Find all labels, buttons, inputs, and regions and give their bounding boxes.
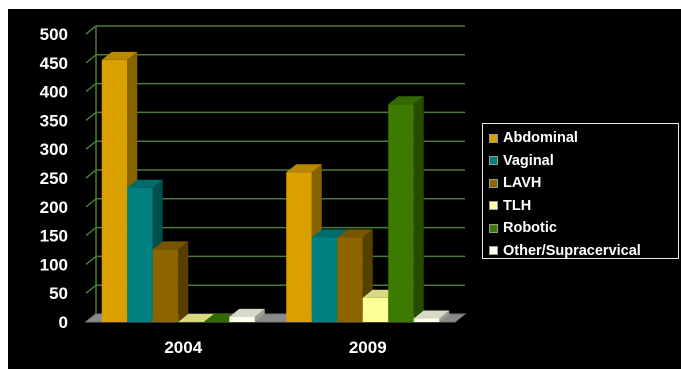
y-tick-label: 250 (40, 169, 68, 188)
y-tick-label: 150 (40, 227, 68, 246)
bar (229, 316, 255, 322)
bar-top (286, 164, 322, 173)
legend-label: Vaginal (503, 152, 554, 169)
legend-item: Abdominal (489, 127, 678, 150)
bar (337, 237, 363, 322)
bar-top (178, 314, 214, 322)
gridline-depth (85, 198, 97, 208)
y-tick-label: 200 (40, 198, 68, 217)
gridline-depth (85, 284, 97, 294)
bar (152, 249, 179, 322)
legend-label: TLH (503, 197, 532, 214)
bar-top (229, 308, 265, 317)
y-tick-label: 400 (40, 83, 68, 102)
legend: Abdominal Vaginal LAVH TLH Robotic Other/Supr… (482, 123, 679, 259)
legend-swatch (489, 133, 498, 143)
bar-side (254, 308, 265, 322)
gridline-depth (85, 54, 97, 64)
bar-top (311, 229, 348, 238)
legend-item: Other/Supracervical (489, 240, 678, 263)
chart-background: 0 50 100 150 200 250 300 350 400 450 500 2004 2009 A… (8, 9, 681, 369)
y-tick-label: 300 (40, 140, 68, 159)
bar-top (152, 241, 189, 250)
legend-item: Vaginal (489, 150, 678, 173)
bar (388, 104, 414, 322)
bar (286, 172, 312, 322)
legend-swatch (489, 178, 498, 188)
bar-side (178, 241, 189, 322)
legend-item: Robotic (489, 217, 678, 240)
y-tick-label: 100 (40, 255, 68, 274)
bar-top (413, 310, 450, 319)
bar-top (337, 229, 373, 238)
bar-chart: 0 50 100 150 200 250 300 350 400 450 500 2004 2009 (40, 25, 467, 357)
legend-label: Abdominal (503, 130, 578, 147)
gridline-depth (85, 255, 97, 265)
legend-item: TLH (489, 195, 678, 218)
y-tick-label: 50 (49, 284, 68, 303)
legend-label: Robotic (503, 220, 557, 237)
bar (127, 187, 153, 322)
gridline-depth (85, 111, 97, 121)
bar (413, 318, 440, 322)
gridline-depth (85, 169, 97, 179)
bar-top (127, 179, 163, 188)
gridline-depth (85, 140, 97, 150)
bar-top (101, 51, 138, 60)
y-tick-label: 450 (40, 54, 68, 73)
y-tick-label: 500 (40, 25, 68, 44)
x-tick-label: 2004 (164, 338, 202, 357)
y-tick-label: 350 (40, 111, 68, 130)
bar-side (413, 96, 424, 322)
legend-item: LAVH (489, 172, 678, 195)
gridline-depth (85, 25, 97, 35)
y-tick-label: 0 (59, 313, 68, 332)
gridline-depth (85, 83, 97, 93)
legend-label: Other/Supracervical (503, 242, 641, 259)
legend-swatch (489, 156, 498, 166)
legend-swatch (489, 246, 498, 256)
x-tick-label: 2009 (349, 338, 387, 357)
legend-swatch (489, 201, 498, 211)
bar-side (439, 310, 450, 322)
gridline-depth (85, 227, 97, 237)
bar (311, 237, 338, 322)
bar-top (388, 96, 424, 105)
bar (362, 297, 389, 322)
legend-label: LAVH (503, 175, 542, 192)
legend-swatch (489, 223, 498, 233)
bar (101, 59, 128, 323)
